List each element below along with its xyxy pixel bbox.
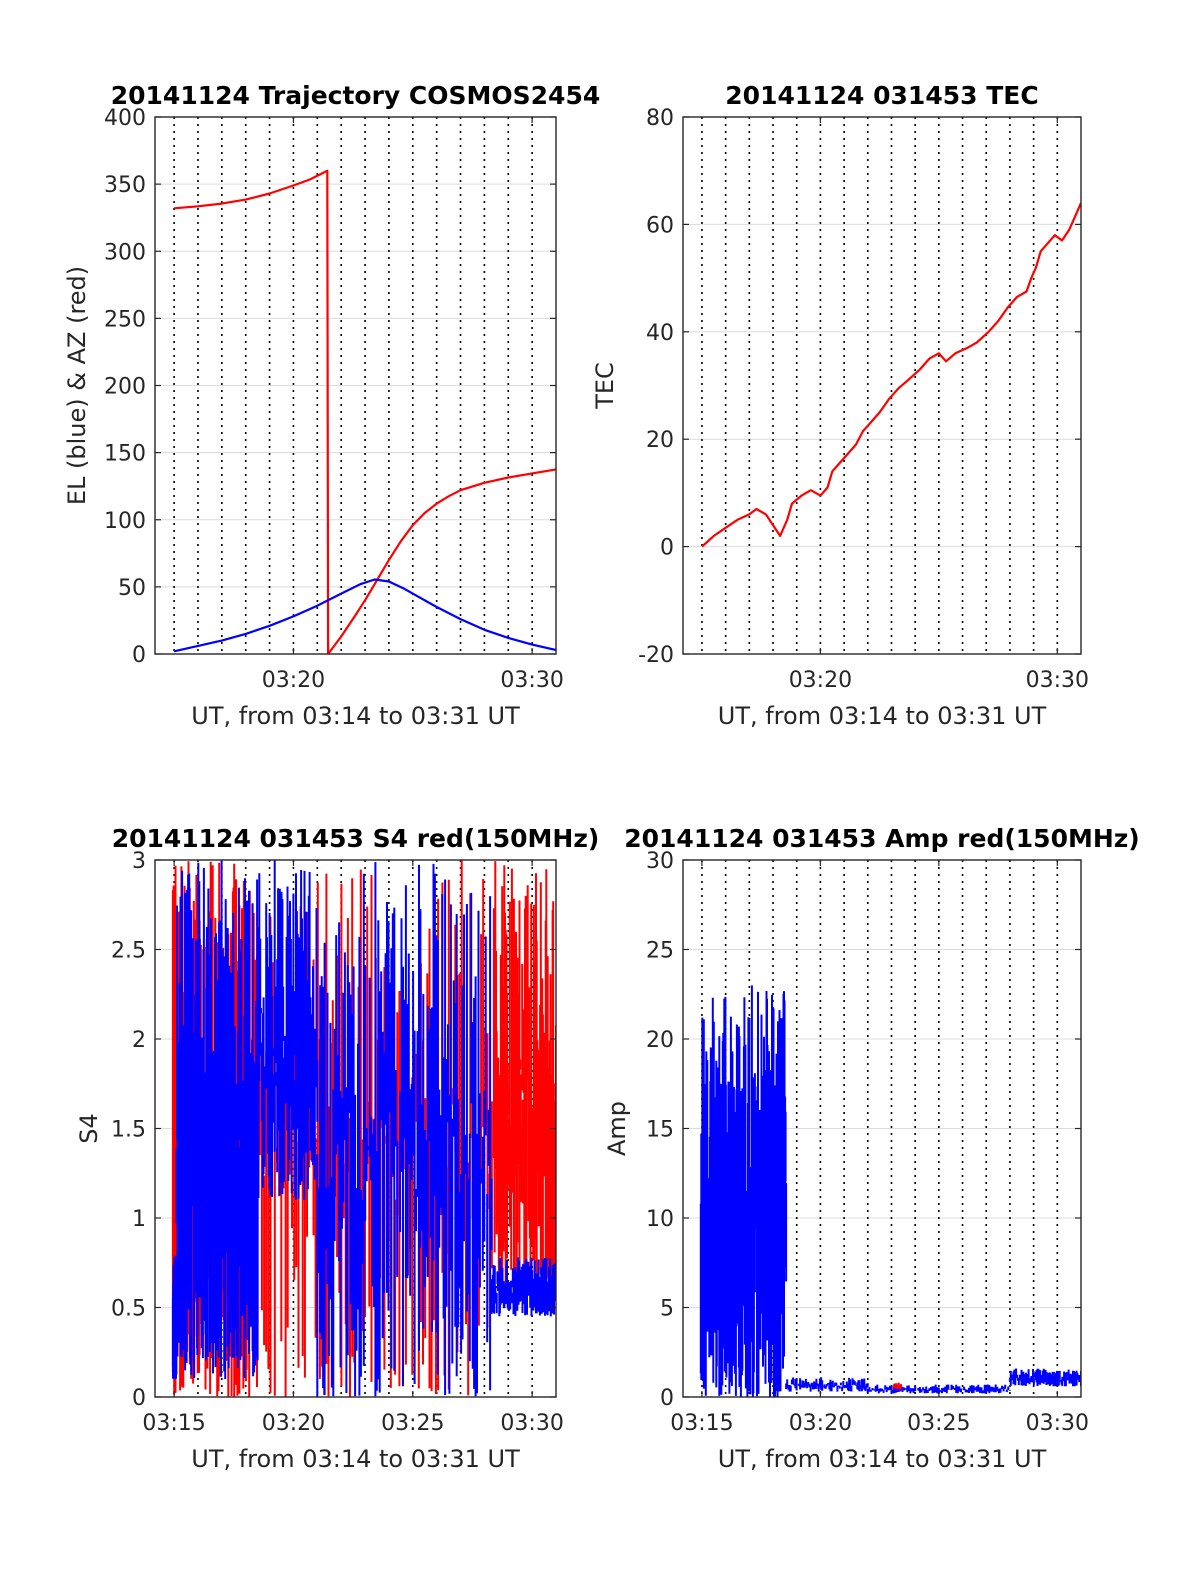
x-axis-label: UT, from 03:14 to 03:31 UT — [191, 702, 520, 730]
x-tick-label: 03:30 — [1026, 1411, 1089, 1436]
red-series — [174, 169, 330, 654]
blue-series — [171, 860, 556, 1397]
y-tick-label: 1 — [132, 1207, 146, 1232]
y-tick-label: 0 — [132, 1386, 146, 1411]
blue-series — [699, 985, 1081, 1397]
chart-title: 20141124 031453 Amp red(150MHz) — [624, 824, 1140, 853]
y-tick-label: 250 — [104, 307, 146, 332]
y-tick-label: 5 — [660, 1297, 674, 1322]
y-tick-label: 10 — [646, 1207, 674, 1232]
x-axis-label: UT, from 03:14 to 03:31 UT — [718, 702, 1047, 730]
y-tick-label: 3 — [132, 849, 146, 874]
y-tick-label: 15 — [646, 1118, 674, 1143]
y-tick-label: 40 — [646, 321, 674, 346]
x-tick-label: 03:30 — [500, 668, 563, 693]
plot-area — [173, 169, 556, 654]
y-tick-label: 30 — [646, 849, 674, 874]
y-tick-label: 2 — [132, 1028, 146, 1053]
y-axis-label: S4 — [75, 1113, 103, 1144]
red-series — [327, 468, 556, 654]
amp-panel: 0 5 10 15 20 25 30 03:15 03:20 03:25 03:30 20141124… — [603, 824, 1140, 1473]
x-tick-label: 03:15 — [142, 1411, 205, 1436]
x-axis-label: UT, from 03:14 to 03:31 UT — [191, 1445, 520, 1473]
chart-title: 20141124 031453 TEC — [725, 81, 1038, 110]
x-tick-label: 03:20 — [789, 1411, 852, 1436]
y-axis-label: TEC — [591, 362, 619, 410]
y-tick-label: 100 — [104, 509, 146, 534]
y-tick-label: 0 — [660, 1386, 674, 1411]
y-tick-label: 0 — [660, 536, 674, 561]
s4-panel: 0 0.5 1 1.5 2 2.5 3 03:15 03:20 03:25 03:30 2014112… — [75, 824, 599, 1473]
y-tick-label: 20 — [646, 428, 674, 453]
x-tick-label: 03:20 — [262, 1411, 325, 1436]
axes-box — [682, 116, 1082, 655]
y-tick-label: 50 — [118, 576, 146, 601]
tec-panel: -20 0 20 40 60 80 03:20 03:30 20141124 031453 TE… — [591, 81, 1089, 730]
x-tick-label: 03:20 — [262, 668, 325, 693]
plot-area — [701, 202, 1081, 548]
y-tick-label: 350 — [104, 173, 146, 198]
chart-title: 20141124 Trajectory COSMOS2454 — [111, 81, 601, 110]
x-tick-label: 03:15 — [670, 1411, 733, 1436]
x-tick-label: 03:30 — [500, 1411, 563, 1436]
y-tick-label: 25 — [646, 939, 674, 964]
y-tick-label: 400 — [104, 106, 146, 131]
x-tick-label: 03:25 — [907, 1411, 970, 1436]
x-tick-label: 03:20 — [789, 668, 852, 693]
y-tick-label: 80 — [646, 106, 674, 131]
y-tick-label: 0 — [132, 643, 146, 668]
y-tick-label: 200 — [104, 375, 146, 400]
red-series — [701, 202, 1081, 548]
x-axis-label: UT, from 03:14 to 03:31 UT — [718, 1445, 1047, 1473]
y-axis-label: Amp — [603, 1101, 631, 1156]
y-tick-label: 150 — [104, 442, 146, 467]
y-tick-label: 20 — [646, 1028, 674, 1053]
y-tick-label: 2.5 — [111, 939, 146, 964]
y-tick-label: 0.5 — [111, 1297, 146, 1322]
y-tick-label: 300 — [104, 240, 146, 265]
x-tick-label: 03:25 — [381, 1411, 444, 1436]
x-tick-label: 03:30 — [1026, 668, 1089, 693]
y-tick-label: -20 — [638, 643, 674, 668]
trajectory-panel: 0 50 100 150 200 250 300 350 400 03:20 03:30 201411… — [63, 81, 600, 730]
plot-area — [699, 985, 1081, 1397]
y-axis-label: EL (blue) & AZ (red) — [63, 266, 91, 505]
y-tick-label: 1.5 — [111, 1118, 146, 1143]
chart-title: 20141124 031453 S4 red(150MHz) — [112, 824, 600, 853]
plot-area — [171, 860, 556, 1397]
y-tick-label: 60 — [646, 213, 674, 238]
blue-series — [173, 578, 556, 653]
